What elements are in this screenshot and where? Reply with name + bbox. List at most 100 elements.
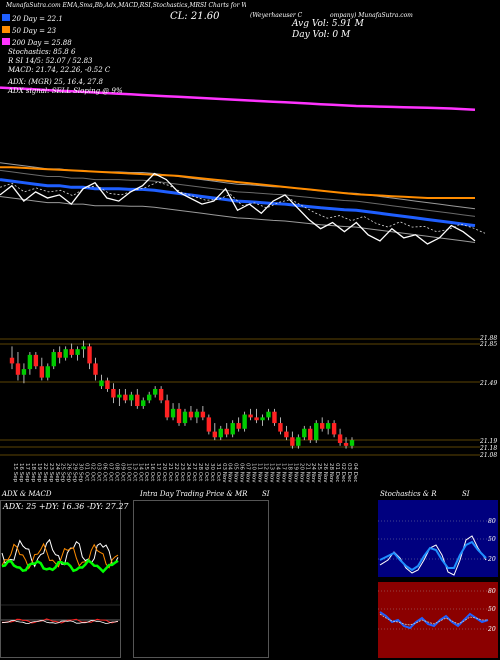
- stoch-axis-tick: 20: [488, 556, 496, 563]
- candle-body: [87, 346, 92, 364]
- date-tick-label: 22 Sep: [42, 463, 48, 483]
- candle-body: [290, 437, 295, 446]
- candle-body: [194, 411, 200, 418]
- date-tick-label: 24 Sep: [54, 463, 60, 483]
- date-tick-label: 07 Nov: [245, 463, 251, 483]
- rsi-line: [379, 611, 489, 630]
- date-tick-label: 24 Oct: [185, 463, 191, 482]
- candle-body: [272, 411, 277, 424]
- date-tick-label: 27 Oct: [191, 463, 197, 482]
- date-tick-label: 18 Nov: [286, 463, 292, 483]
- candle-body: [248, 414, 253, 418]
- candlesticks: [9, 340, 355, 449]
- date-tick-label: 03 Nov: [221, 463, 227, 483]
- date-tick-label: 03 Dec: [346, 463, 352, 482]
- candle-body: [164, 400, 170, 418]
- macd-line: [1, 618, 119, 624]
- adx-signal: ADX signal: SELL Sloping @ 9%: [8, 87, 123, 95]
- date-tick-label: 29 Sep: [72, 463, 78, 483]
- date-tick-label: 18 Sep: [30, 463, 36, 483]
- date-tick-label: 31 Oct: [215, 463, 221, 482]
- adx-lines: [1, 538, 120, 625]
- day-volume: Day Vol: 0 M: [292, 30, 351, 40]
- candle-body: [111, 388, 116, 398]
- rsi-readout: R SI 14/5: 52.07 / 52.83: [8, 57, 93, 65]
- stochastics-lines: [378, 520, 498, 576]
- candle-body: [212, 431, 218, 438]
- date-tick-label: 08 Oct: [113, 463, 119, 482]
- candle-body: [152, 388, 158, 395]
- candle-body: [99, 380, 104, 387]
- candle-body: [319, 423, 325, 429]
- candle-body: [9, 357, 15, 364]
- date-tick-label: 07 Oct: [107, 463, 113, 482]
- candle-body: [308, 428, 313, 441]
- candle-body: [230, 423, 235, 435]
- date-tick-label: 29 Oct: [203, 463, 209, 482]
- adx-panel-title: ADX & MACD: [2, 490, 52, 498]
- macd-signal-line: [1, 619, 119, 625]
- candle-body: [15, 363, 21, 375]
- date-tick-label: 02 Oct: [90, 463, 96, 482]
- mrsi-line: [379, 613, 488, 626]
- candle-body: [337, 434, 343, 443]
- candle-body: [45, 366, 50, 378]
- stoch-axis-tick: 80: [488, 518, 496, 525]
- ema50-swatch: [2, 26, 10, 33]
- candle-body: [39, 366, 45, 378]
- candle-body: [75, 349, 80, 355]
- candle-body: [105, 380, 110, 389]
- stoch-d-line: [379, 540, 487, 572]
- plus-di-line: [1, 542, 119, 570]
- date-tick-label: 17 Nov: [280, 463, 286, 483]
- adx-line: [1, 558, 119, 574]
- adx-readout: ADX: (MGR) 25, 16.4, 27.8: [8, 78, 103, 86]
- ema200-swatch: [2, 38, 10, 45]
- avg-volume: Avg Vol: 5.91 M: [292, 19, 364, 29]
- candle-body: [236, 423, 241, 429]
- price-tick: 21.85: [480, 341, 498, 348]
- ema-lines: [0, 86, 486, 245]
- candle-body: [117, 394, 122, 398]
- date-tick-label: 14 Oct: [137, 463, 143, 482]
- candle-body: [331, 423, 337, 435]
- date-tick-label: 05 Nov: [233, 463, 239, 483]
- date-tick-label: 26 Nov: [322, 463, 328, 483]
- candle-body: [63, 349, 68, 358]
- date-tick-label: 02 Dec: [340, 463, 346, 482]
- ema200-legend: 200 Day = 25.88: [2, 38, 72, 47]
- price-tick: 21.88: [480, 335, 498, 342]
- ema50-legend: 50 Day = 23: [2, 26, 56, 35]
- date-tick-label: 21 Oct: [167, 463, 173, 482]
- candle-body: [325, 423, 331, 429]
- date-tick-label: 19 Nov: [292, 463, 298, 483]
- date-tick-label: 06 Oct: [101, 463, 107, 482]
- stoch-axis-tick: 50: [488, 536, 496, 543]
- stochastics-panel: [378, 500, 498, 577]
- stoch-panel-title: Stochastics & R: [380, 490, 437, 498]
- candle-body: [170, 408, 176, 418]
- date-tick-label: 26 Sep: [66, 463, 72, 483]
- date-tick-label: 30 Sep: [78, 463, 84, 483]
- price-tick: 21.08: [480, 452, 498, 459]
- price-tick: 21.19: [480, 438, 498, 445]
- date-tick-label: 19 Sep: [36, 463, 42, 483]
- ema50-line: [0, 166, 475, 199]
- candle-body: [266, 411, 271, 418]
- candle-body: [93, 363, 98, 375]
- date-tick-label: 23 Oct: [179, 463, 185, 482]
- candle-body: [146, 394, 152, 401]
- ema200-line: [0, 86, 476, 111]
- date-tick-label: 06 Nov: [239, 463, 245, 483]
- date-tick-label: 15 Sep: [12, 463, 18, 483]
- candle-body: [135, 394, 140, 407]
- candle-body: [349, 440, 355, 446]
- rsi-lines: [378, 590, 498, 630]
- date-tick-label: 17 Oct: [155, 463, 161, 482]
- stoch-k-line: [379, 535, 487, 576]
- company-line-1: (Weyerhaeuser C: [250, 12, 303, 19]
- date-tick-label: 15 Oct: [143, 463, 149, 482]
- intraday-si-label: SI: [262, 490, 270, 498]
